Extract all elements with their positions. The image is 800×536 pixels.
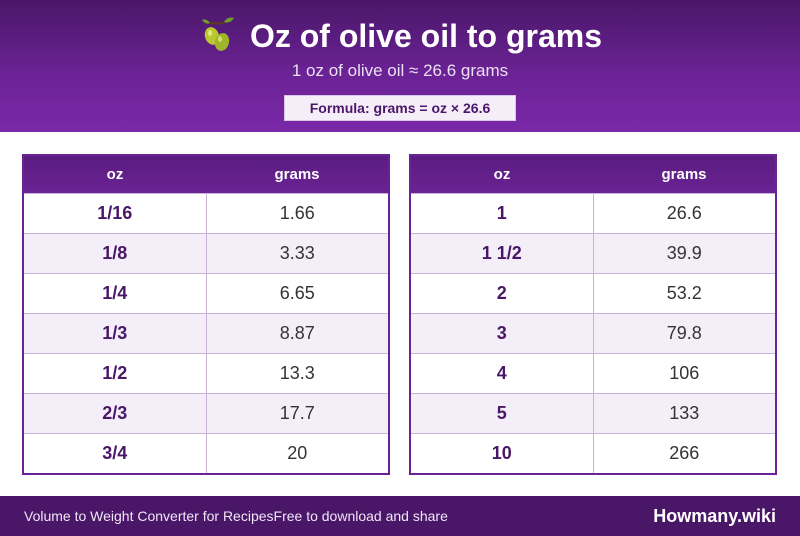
column-header-oz: oz	[411, 156, 593, 193]
page-subtitle: 1 oz of olive oil ≈ 26.6 grams	[291, 61, 509, 80]
grams-cell: 1.66	[206, 192, 388, 233]
footer-converter-link[interactable]: Volume to Weight Converter for Recipes	[24, 508, 274, 524]
header-banner: Oz of olive oil to grams 1 oz of olive o…	[0, 0, 800, 132]
table-row: 3 79.8	[411, 312, 775, 353]
grams-cell: 13.3	[206, 352, 388, 393]
oz-cell: 5	[411, 392, 594, 433]
table-row: 1/2 13.3	[24, 352, 388, 393]
footer-share-text: Free to download and share	[273, 508, 448, 524]
grams-cell: 266	[593, 432, 775, 473]
oz-cell: 1/8	[24, 232, 207, 273]
grams-cell: 6.65	[206, 272, 388, 313]
table-row: 1 26.6	[411, 192, 775, 233]
grams-cell: 53.2	[593, 272, 775, 313]
oz-cell: 1/2	[24, 352, 207, 393]
table-row: 4 106	[411, 352, 775, 393]
oz-cell: 1/4	[24, 272, 207, 313]
table-row: 1/3 8.87	[24, 312, 388, 353]
grams-cell: 3.33	[206, 232, 388, 273]
table-header-row: oz grams	[411, 156, 775, 193]
grams-cell: 133	[593, 392, 775, 433]
page-title: Oz of olive oil to grams	[249, 17, 603, 54]
table-row: 1/4 6.65	[24, 272, 388, 313]
grams-cell: 8.87	[206, 312, 388, 353]
footer-bar: Volume to Weight Converter for Recipes Fr…	[0, 496, 800, 536]
grams-cell: 20	[206, 432, 388, 473]
grams-cell: 106	[593, 352, 775, 393]
conversion-table-right: oz grams 1 26.6 1 1/2 39.9 2 53.2 3 79.8	[409, 154, 777, 475]
column-header-oz: oz	[24, 156, 206, 193]
formula-label: Formula: grams = oz × 26.6	[284, 95, 516, 121]
conversion-table-left: oz grams 1/16 1.66 1/8 3.33 1/4 6.65 1/3…	[22, 154, 390, 475]
footer-brand-link[interactable]: Howmany.wiki	[653, 505, 776, 526]
table-row: 2/3 17.7	[24, 392, 388, 433]
footer-description: Volume to Weight Converter for Recipes Fr…	[24, 496, 448, 536]
table-row: 2 53.2	[411, 272, 775, 313]
table-row: 3/4 20	[24, 432, 388, 473]
grams-cell: 39.9	[593, 232, 775, 273]
oz-cell: 1/16	[24, 192, 207, 233]
oz-cell: 3/4	[24, 432, 207, 473]
olive-icon	[198, 16, 238, 56]
table-row: 1/8 3.33	[24, 232, 388, 273]
grams-cell: 17.7	[206, 392, 388, 433]
grams-cell: 26.6	[593, 192, 775, 233]
table-header-row: oz grams	[24, 156, 388, 193]
grams-cell: 79.8	[593, 312, 775, 353]
oz-cell: 1	[411, 192, 594, 233]
table-row: 5 133	[411, 392, 775, 433]
title-row: Oz of olive oil to grams	[0, 14, 800, 58]
table-row: 1/16 1.66	[24, 192, 388, 233]
table-row: 1 1/2 39.9	[411, 232, 775, 273]
column-header-grams: grams	[593, 156, 775, 193]
oz-cell: 4	[411, 352, 594, 393]
oz-cell: 10	[411, 432, 594, 473]
oz-cell: 1 1/2	[411, 232, 594, 273]
oz-cell: 2	[411, 272, 594, 313]
oz-cell: 2/3	[24, 392, 207, 433]
oz-cell: 1/3	[24, 312, 207, 353]
column-header-grams: grams	[206, 156, 388, 193]
oz-cell: 3	[411, 312, 594, 353]
table-row: 10 266	[411, 432, 775, 473]
